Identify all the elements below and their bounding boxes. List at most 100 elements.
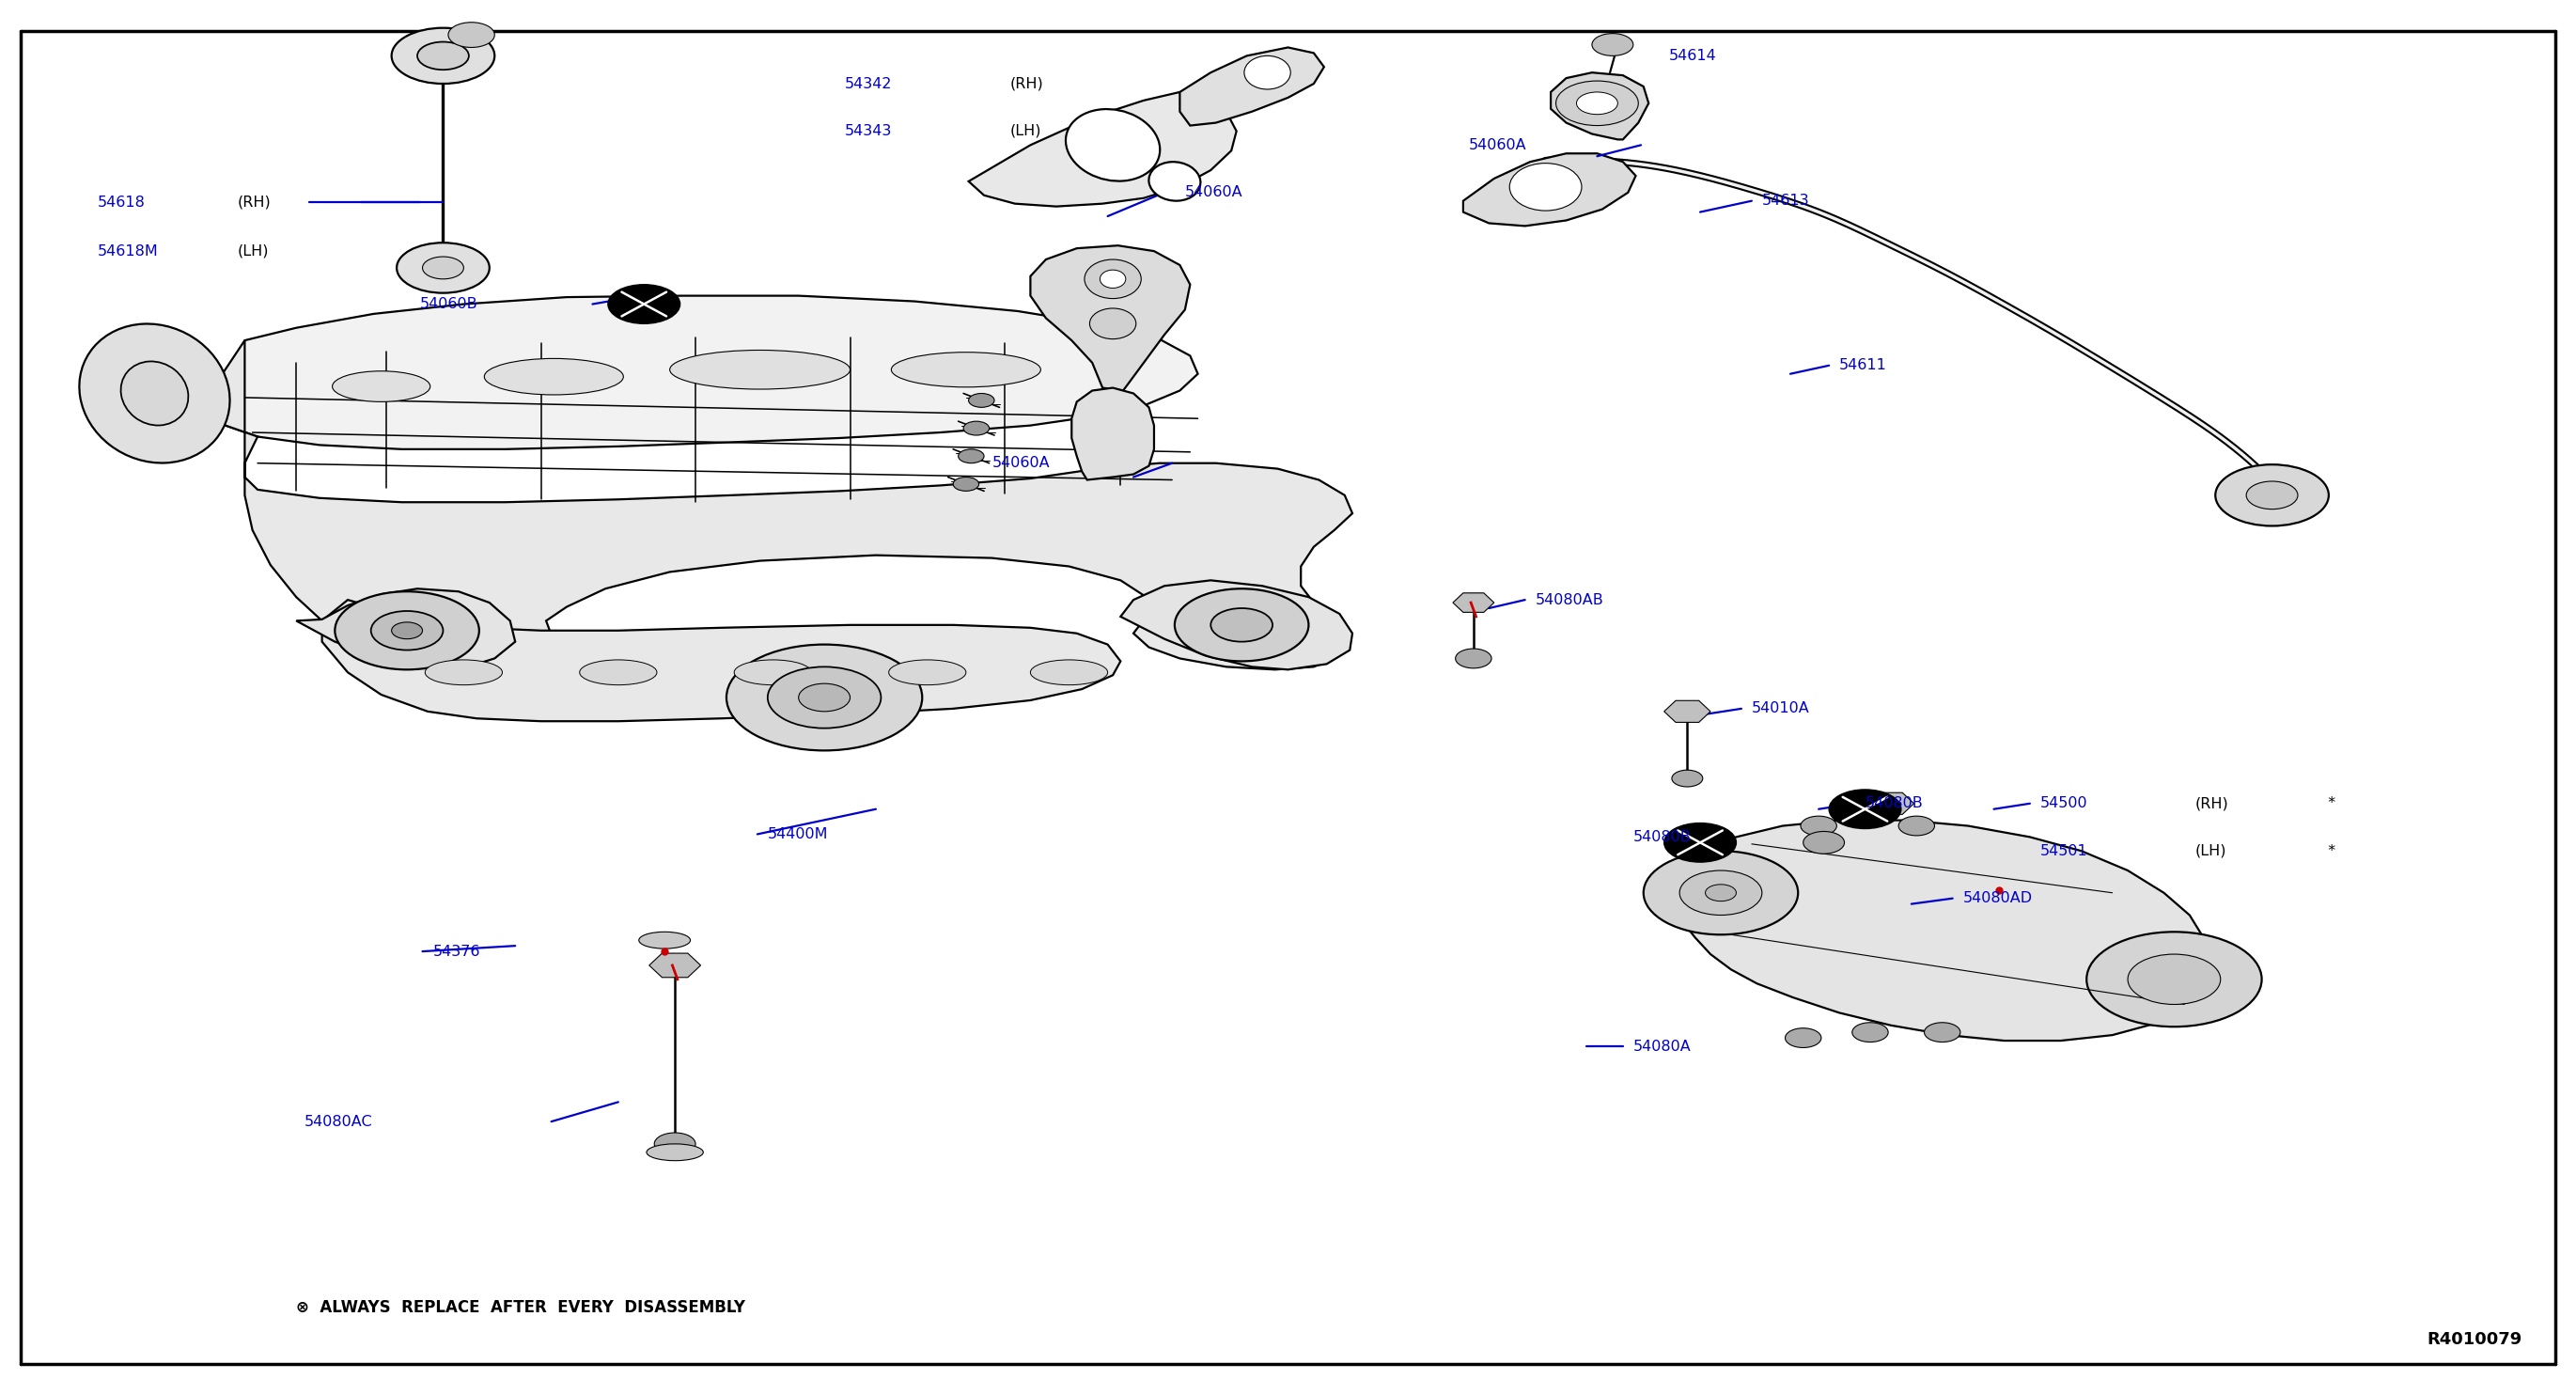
Text: 54500: 54500 bbox=[2040, 797, 2087, 810]
Text: 54618M: 54618M bbox=[98, 244, 160, 258]
Text: 54342: 54342 bbox=[845, 77, 891, 91]
Circle shape bbox=[1680, 870, 1762, 915]
Ellipse shape bbox=[1100, 271, 1126, 289]
Circle shape bbox=[2215, 465, 2329, 526]
Circle shape bbox=[1175, 589, 1309, 661]
Polygon shape bbox=[1180, 47, 1324, 126]
Ellipse shape bbox=[734, 660, 811, 685]
Circle shape bbox=[1672, 770, 1703, 787]
Circle shape bbox=[1829, 790, 1901, 829]
Ellipse shape bbox=[1149, 162, 1200, 201]
Polygon shape bbox=[1072, 388, 1154, 480]
Circle shape bbox=[1801, 816, 1837, 836]
Circle shape bbox=[417, 42, 469, 70]
Text: *: * bbox=[2318, 797, 2336, 810]
Circle shape bbox=[963, 421, 989, 435]
Ellipse shape bbox=[891, 353, 1041, 388]
Circle shape bbox=[969, 393, 994, 407]
Text: (RH): (RH) bbox=[1010, 77, 1043, 91]
Circle shape bbox=[1664, 823, 1736, 862]
Text: 54080B: 54080B bbox=[1865, 797, 1924, 810]
Text: (RH): (RH) bbox=[2195, 797, 2228, 810]
Ellipse shape bbox=[425, 660, 502, 685]
Circle shape bbox=[371, 611, 443, 650]
Ellipse shape bbox=[647, 1144, 703, 1161]
Polygon shape bbox=[1664, 700, 1710, 723]
Circle shape bbox=[1705, 884, 1736, 901]
Polygon shape bbox=[969, 92, 1236, 206]
Polygon shape bbox=[206, 340, 1352, 672]
Polygon shape bbox=[1030, 246, 1190, 391]
Ellipse shape bbox=[80, 324, 229, 463]
Circle shape bbox=[1643, 851, 1798, 935]
Text: 54614: 54614 bbox=[1669, 49, 1718, 63]
Text: 54080A: 54080A bbox=[1633, 1039, 1692, 1053]
Text: 54376: 54376 bbox=[433, 944, 479, 958]
Circle shape bbox=[2087, 932, 2262, 1027]
Circle shape bbox=[626, 292, 652, 306]
Ellipse shape bbox=[580, 660, 657, 685]
Circle shape bbox=[1592, 33, 1633, 56]
Circle shape bbox=[608, 285, 680, 324]
Text: 54080AB: 54080AB bbox=[1535, 593, 1605, 607]
Text: 54060A: 54060A bbox=[1468, 138, 1525, 152]
Text: 54618: 54618 bbox=[98, 195, 147, 209]
Ellipse shape bbox=[1510, 163, 1582, 211]
Text: 54343: 54343 bbox=[845, 124, 891, 138]
Text: 54060A: 54060A bbox=[992, 456, 1048, 470]
Circle shape bbox=[1803, 831, 1844, 854]
Ellipse shape bbox=[332, 371, 430, 402]
Text: 54611: 54611 bbox=[1839, 359, 1888, 372]
Ellipse shape bbox=[121, 361, 188, 425]
Polygon shape bbox=[296, 589, 515, 670]
Circle shape bbox=[1577, 92, 1618, 114]
Text: 54613: 54613 bbox=[1762, 194, 1808, 208]
Ellipse shape bbox=[1084, 259, 1141, 299]
Text: 54400M: 54400M bbox=[768, 827, 829, 841]
Circle shape bbox=[799, 684, 850, 711]
Text: 54080B: 54080B bbox=[1633, 830, 1692, 844]
Circle shape bbox=[726, 644, 922, 751]
Circle shape bbox=[953, 477, 979, 491]
Circle shape bbox=[1785, 1028, 1821, 1048]
Circle shape bbox=[392, 28, 495, 84]
Text: 54501: 54501 bbox=[2040, 844, 2089, 858]
Polygon shape bbox=[1868, 792, 1914, 815]
Polygon shape bbox=[1463, 153, 1636, 226]
Circle shape bbox=[335, 591, 479, 670]
Polygon shape bbox=[206, 296, 1198, 449]
Text: 54080AC: 54080AC bbox=[304, 1115, 371, 1129]
Circle shape bbox=[422, 257, 464, 279]
Ellipse shape bbox=[670, 350, 850, 389]
Circle shape bbox=[392, 622, 422, 639]
Circle shape bbox=[1899, 816, 1935, 836]
Ellipse shape bbox=[1090, 308, 1136, 339]
Ellipse shape bbox=[484, 359, 623, 395]
Circle shape bbox=[654, 1133, 696, 1155]
Ellipse shape bbox=[639, 932, 690, 949]
Circle shape bbox=[958, 449, 984, 463]
Text: (LH): (LH) bbox=[1010, 124, 1041, 138]
Circle shape bbox=[397, 243, 489, 293]
Text: (LH): (LH) bbox=[237, 244, 268, 258]
Circle shape bbox=[1852, 1023, 1888, 1042]
Polygon shape bbox=[322, 600, 1121, 721]
Polygon shape bbox=[1121, 580, 1352, 670]
Polygon shape bbox=[1453, 593, 1494, 612]
Text: R4010079: R4010079 bbox=[2427, 1331, 2522, 1348]
Text: (RH): (RH) bbox=[237, 195, 270, 209]
Ellipse shape bbox=[889, 660, 966, 685]
Ellipse shape bbox=[1066, 109, 1159, 181]
Circle shape bbox=[2128, 954, 2221, 1004]
Text: 54010A: 54010A bbox=[1752, 702, 1811, 716]
Text: (LH): (LH) bbox=[2195, 844, 2226, 858]
Ellipse shape bbox=[1030, 660, 1108, 685]
Text: ⊗  ALWAYS  REPLACE  AFTER  EVERY  DISASSEMBLY: ⊗ ALWAYS REPLACE AFTER EVERY DISASSEMBLY bbox=[296, 1299, 744, 1315]
Circle shape bbox=[1924, 1023, 1960, 1042]
Polygon shape bbox=[649, 953, 701, 978]
Circle shape bbox=[1455, 649, 1492, 668]
Text: 54060B: 54060B bbox=[420, 297, 477, 311]
Circle shape bbox=[1211, 608, 1273, 642]
Circle shape bbox=[2246, 481, 2298, 509]
Ellipse shape bbox=[1244, 56, 1291, 89]
